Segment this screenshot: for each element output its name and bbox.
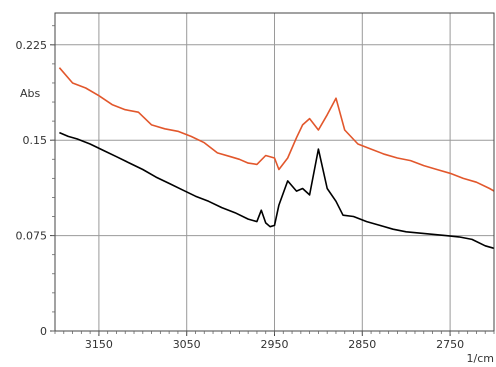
x-tick-label: 2950: [261, 338, 289, 351]
y-tick-label: 0: [40, 325, 47, 338]
x-axis-label: 1/cm: [467, 352, 494, 365]
series-layer: [58, 67, 495, 250]
x-tick-label: 3050: [173, 338, 201, 351]
x-tick-label: 2850: [348, 338, 376, 351]
y-tick-label: 0.225: [16, 39, 48, 52]
ticks: 3150 3050 2950 2850 2750 0 0.075 0.15 0.225: [16, 25, 495, 351]
grid: [55, 13, 494, 331]
series-line-2: [59, 131, 495, 250]
x-tick-label: 3150: [85, 338, 113, 351]
y-tick-label: 0.15: [23, 134, 48, 147]
series-line-1: [58, 67, 495, 192]
y-tick-label: 0.075: [16, 230, 48, 243]
y-axis-label: Abs: [20, 87, 41, 100]
x-tick-label: 2750: [436, 338, 464, 351]
